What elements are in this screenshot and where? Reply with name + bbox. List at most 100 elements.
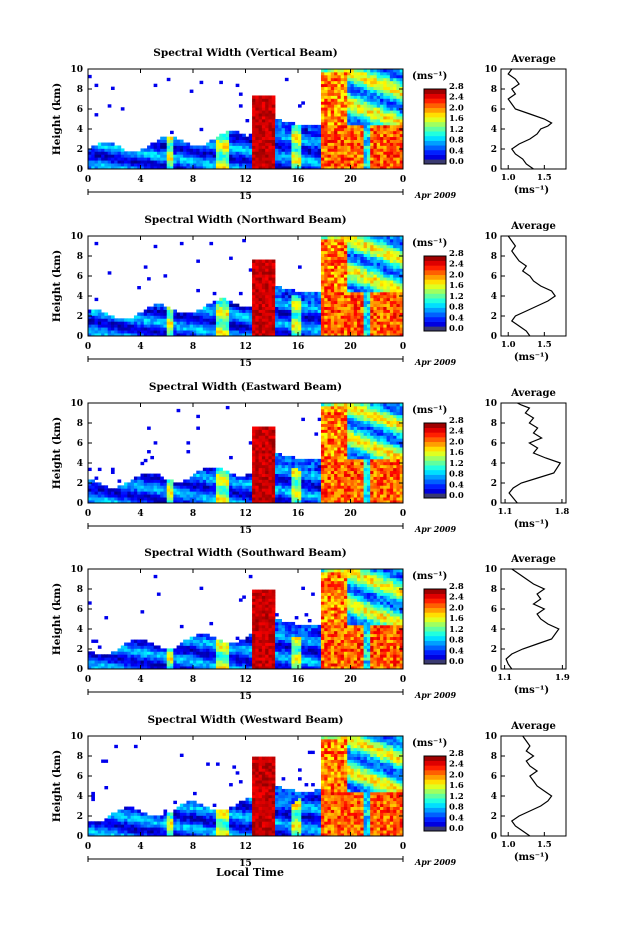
heatmap-cell	[268, 473, 273, 477]
heatmap-cell	[363, 71, 368, 76]
heatmap-cell	[284, 315, 289, 319]
heatmap-cell	[288, 324, 292, 328]
heatmap-cell	[389, 241, 394, 246]
heatmap-cell	[360, 450, 365, 454]
heatmap-cell	[278, 491, 282, 495]
heatmap-cell	[94, 312, 99, 316]
heatmap-cell	[258, 476, 263, 480]
heatmap-cell	[386, 265, 391, 269]
heatmap-cell	[215, 485, 220, 489]
heatmap-cell	[317, 497, 322, 501]
heatmap-cell	[363, 488, 368, 492]
heatmap-cell	[350, 450, 355, 454]
heatmap-cell	[275, 324, 279, 328]
heatmap-cell	[357, 77, 361, 82]
heatmap-cell	[386, 291, 391, 296]
heatmap-cell	[288, 142, 292, 146]
heatmap-cell	[107, 163, 112, 167]
heatmap-cell	[209, 494, 214, 498]
heatmap-cell	[320, 435, 325, 439]
heatmap-cell	[334, 124, 338, 129]
heatmap-cell	[311, 163, 315, 167]
heatmap-cell	[97, 145, 102, 149]
heatmap-cell	[275, 145, 279, 149]
heatmap-cell	[140, 494, 145, 498]
heatmap-cell	[376, 324, 381, 328]
heatmap-cell	[232, 479, 237, 483]
heatmap-cell	[340, 86, 345, 90]
heatmap-cell	[271, 455, 276, 460]
heatmap-cell	[357, 497, 361, 501]
heatmap-cell	[343, 166, 348, 170]
colorbar-tick-label: 0.8	[449, 136, 464, 146]
heatmap-cell	[189, 491, 194, 495]
heatmap-cell	[343, 297, 348, 302]
heatmap-cell	[209, 467, 214, 472]
heatmap-cell	[324, 423, 328, 427]
heatmap-cell	[278, 312, 282, 316]
heatmap-cell	[317, 333, 322, 337]
heatmap-cell	[324, 110, 328, 114]
heatmap-cell	[255, 113, 260, 117]
heatmap-cell	[330, 429, 335, 433]
heatmap-cell	[275, 333, 279, 337]
heatmap-cell	[255, 157, 260, 161]
heatmap-cell	[360, 253, 365, 257]
heatmap-cell	[343, 121, 348, 126]
heatmap-cell	[311, 330, 315, 334]
heatmap-cell	[376, 244, 381, 249]
heatmap-cell	[294, 139, 299, 143]
heatmap-cell	[160, 142, 164, 146]
heatmap-cell	[320, 241, 325, 246]
heatmap-cell	[238, 488, 243, 492]
heatmap-cell	[281, 133, 286, 138]
heatmap-cell	[347, 283, 351, 287]
heatmap-cell	[235, 488, 240, 492]
heatmap-cell	[209, 312, 214, 316]
heatmap-cell	[320, 291, 325, 296]
heatmap-cell	[183, 333, 187, 337]
heatmap-cell	[294, 330, 299, 334]
heatmap-cell	[337, 426, 342, 430]
heatmap-cell	[137, 327, 141, 331]
heatmap-cell	[357, 127, 361, 132]
heatmap-cell	[366, 166, 371, 170]
heatmap-cell	[91, 491, 95, 495]
heatmap-cell	[317, 160, 322, 164]
heatmap-cell	[163, 494, 168, 498]
heatmap-cell	[183, 151, 187, 155]
heatmap-cell	[291, 148, 296, 152]
heatmap-cell	[94, 500, 99, 504]
heatmap-cell	[281, 485, 286, 489]
heatmap-cell	[320, 69, 325, 73]
heatmap-cell	[389, 124, 394, 129]
heatmap-cell	[275, 121, 279, 126]
heatmap-cell	[298, 491, 302, 495]
heatmap-cell	[219, 300, 223, 305]
heatmap-cell	[183, 324, 187, 328]
heatmap-cell	[353, 133, 358, 138]
heatmap-cell	[347, 74, 351, 79]
heatmap-cell	[284, 458, 289, 463]
heatmap-cell	[334, 145, 338, 149]
heatmap-cell	[314, 470, 319, 474]
heatmap-cell	[275, 467, 279, 472]
heatmap-cell	[366, 318, 371, 322]
heatmap-cell	[258, 497, 263, 501]
heatmap-cell	[324, 139, 328, 143]
heatmap-cell	[238, 327, 243, 331]
heatmap-cell	[370, 327, 374, 331]
heatmap-cell	[307, 148, 312, 152]
heatmap-cell	[255, 306, 260, 310]
heatmap-cell	[166, 148, 171, 152]
heatmap-cell	[222, 151, 227, 155]
heatmap-cell	[202, 467, 207, 472]
heatmap-cell	[235, 133, 240, 138]
heatmap-cell	[275, 318, 279, 322]
heatmap-cell	[281, 145, 286, 149]
heatmap-cell	[110, 160, 115, 164]
heatmap-cell	[258, 458, 263, 463]
heatmap-cell	[386, 268, 391, 272]
heatmap-cell	[147, 166, 151, 170]
heatmap-cell	[261, 429, 266, 433]
